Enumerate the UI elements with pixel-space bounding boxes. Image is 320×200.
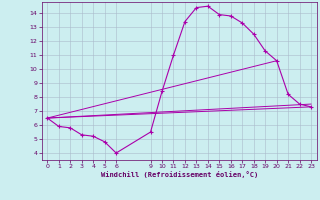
- X-axis label: Windchill (Refroidissement éolien,°C): Windchill (Refroidissement éolien,°C): [100, 171, 258, 178]
